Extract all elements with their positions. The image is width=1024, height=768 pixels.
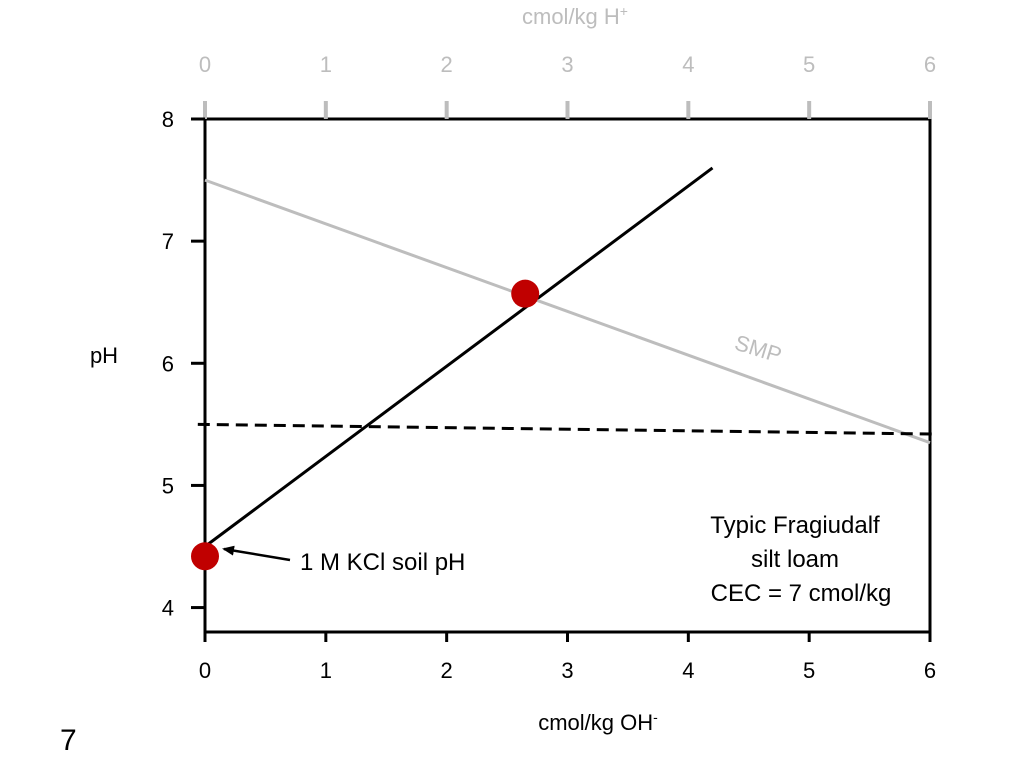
left-axis: 4 5 6 7 8: [162, 107, 205, 621]
series-label-smp: SMP: [732, 330, 785, 368]
series-line-0: [204, 166, 714, 548]
series-layer: [197, 166, 938, 548]
x-bottom-tick-label: 3: [561, 658, 573, 683]
y-axis-title: pH: [90, 343, 118, 368]
y-tick-label: 4: [162, 596, 174, 621]
soil-note-line-3: CEC = 7 cmol/kg: [711, 580, 892, 607]
x-bottom-tick-label: 4: [682, 658, 694, 683]
kcl-arrow: [222, 545, 291, 562]
x-top-tick-label: 4: [682, 52, 694, 77]
soil-note-line-2: silt loam: [751, 546, 839, 573]
x-top-tick-label: 5: [803, 52, 815, 77]
y-tick-label: 5: [162, 473, 174, 498]
x-top-tick-label: 2: [441, 52, 453, 77]
series-line-2: [197, 422, 938, 436]
y-tick-label: 8: [162, 107, 174, 132]
data-point-marker: [191, 542, 219, 571]
x-top-tick-label: 1: [320, 52, 332, 77]
y-tick-label: 6: [162, 351, 174, 376]
top-axis-title: cmol/kg H+: [522, 3, 628, 29]
x-bottom-tick-label: 6: [924, 658, 936, 683]
x-bottom-tick-label: 2: [441, 658, 453, 683]
x-top-tick-label: 6: [924, 52, 936, 77]
soil-note-line-1: Typic Fragiudalf: [710, 512, 880, 539]
data-point-marker: [511, 279, 540, 308]
x-bottom-tick-label: 1: [320, 658, 332, 683]
kcl-annotation: 1 M KCl soil pH: [300, 549, 465, 576]
bottom-axis: 0 1 2 3 4 5 6: [199, 632, 936, 683]
series-line-smp: [204, 178, 931, 445]
x-bottom-tick-label: 5: [803, 658, 815, 683]
y-tick-label: 7: [162, 229, 174, 254]
bottom-axis-title: cmol/kg OH-: [538, 709, 658, 735]
slide-number: 7: [60, 724, 77, 757]
x-bottom-tick-label: 0: [199, 658, 211, 683]
top-axis: 0 1 2 3 4 5 6: [199, 52, 936, 119]
marker-layer: [191, 279, 540, 571]
x-top-tick-label: 3: [561, 52, 573, 77]
x-top-tick-label: 0: [199, 52, 211, 77]
